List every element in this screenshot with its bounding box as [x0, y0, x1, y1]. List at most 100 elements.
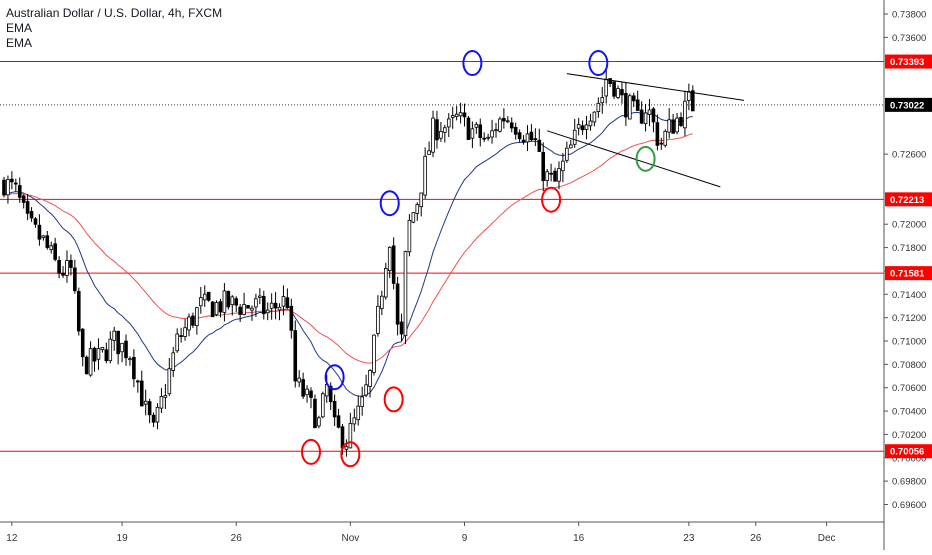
candle-body-down — [218, 301, 223, 313]
candle — [309, 387, 313, 409]
candle — [21, 194, 26, 209]
candle-body-down — [513, 126, 518, 135]
candle-body-down — [529, 131, 534, 141]
candle — [250, 305, 254, 321]
candle — [242, 292, 246, 316]
candle — [230, 295, 235, 316]
candle — [494, 122, 498, 138]
candle-body-up — [250, 307, 254, 311]
candle-body-down — [313, 398, 317, 429]
candle — [675, 112, 679, 135]
candle — [482, 132, 486, 142]
candle-body-down — [124, 340, 128, 359]
candle-body-down — [238, 306, 242, 315]
candle — [136, 379, 140, 393]
candle-body-down — [17, 185, 22, 198]
candle — [265, 302, 270, 321]
candle-body-down — [61, 272, 65, 276]
candle — [261, 290, 266, 320]
candle — [568, 139, 573, 149]
candle — [364, 374, 368, 398]
level-price-tag — [885, 192, 932, 207]
candle — [175, 328, 179, 353]
chart-legend: Australian Dollar / U.S. Dollar, 4h, FXC… — [6, 6, 222, 51]
candle-body-up — [557, 168, 561, 182]
candle-body-up — [474, 123, 479, 128]
candle — [100, 347, 105, 353]
candle — [502, 108, 506, 129]
price-tick-label: 0.73800 — [892, 10, 926, 21]
candle — [407, 214, 412, 257]
green-circle-marker — [635, 145, 656, 172]
ema-indicator-label-1[interactable]: EMA — [6, 21, 33, 35]
candle-body-up — [265, 309, 270, 314]
candle — [206, 291, 211, 302]
candle-body-up — [561, 160, 565, 172]
symbol-title[interactable]: Australian Dollar / U.S. Dollar, 4h, FXC… — [6, 6, 223, 20]
candle-body-down — [549, 172, 553, 175]
blue-circle-marker — [588, 50, 609, 77]
candle-body-down — [147, 401, 152, 416]
candle-body-down — [261, 296, 266, 315]
candle — [596, 97, 601, 118]
blue-circle-marker — [324, 364, 345, 391]
ema-indicator-label-2[interactable]: EMA — [6, 36, 33, 50]
candle — [639, 101, 644, 125]
candle-body-down — [541, 151, 546, 182]
candle-body-down — [309, 390, 313, 398]
candle — [549, 163, 553, 182]
candle — [486, 133, 490, 141]
candle-body-down — [45, 235, 50, 248]
candle-body-up — [120, 342, 124, 353]
candle-body-up — [486, 136, 490, 139]
candle-body-up — [65, 260, 69, 276]
candle — [159, 387, 164, 414]
candle-body-up — [407, 220, 412, 253]
candle — [403, 250, 408, 345]
time-axis[interactable]: 12 19 26 Nov 9 16 23 26 Dec — [0, 521, 884, 544]
candle-body-up — [443, 127, 447, 133]
level-price-label: 0.72213 — [890, 195, 924, 206]
candle-body-down — [273, 302, 278, 309]
annotation-circles — [301, 50, 656, 468]
candle-body-up — [431, 117, 435, 153]
ema-lines — [3, 111, 693, 397]
candle-body-up — [360, 396, 364, 407]
level-price-tag — [885, 444, 932, 459]
level-price-label: 0.70056 — [890, 447, 924, 458]
candle — [254, 293, 258, 317]
candle-body-up — [269, 302, 274, 309]
candle-body-up — [446, 118, 451, 128]
candle — [415, 202, 420, 221]
candle — [108, 331, 113, 364]
price-axis[interactable]: 0.738000.736000.726000.720000.718000.716… — [883, 0, 932, 550]
candle — [663, 129, 668, 148]
candle-body-up — [305, 388, 309, 396]
candle — [14, 178, 18, 192]
candle — [635, 90, 640, 111]
candle — [565, 141, 569, 163]
candle-body-up — [604, 78, 609, 97]
candle-body-down — [635, 99, 640, 111]
candle — [620, 82, 624, 104]
candle — [187, 313, 191, 337]
candle — [509, 117, 514, 133]
red-circle-marker — [541, 186, 562, 213]
candle-body-down — [639, 109, 644, 124]
candle — [667, 108, 671, 139]
candle — [313, 394, 317, 429]
candle-body-up — [600, 97, 605, 104]
candle — [478, 118, 483, 147]
candle — [116, 330, 120, 365]
candle — [439, 121, 443, 142]
candle — [395, 276, 400, 336]
candle-body-up — [490, 130, 494, 138]
candle-body-up — [175, 333, 179, 352]
candle — [443, 124, 447, 143]
candle-body-down — [226, 290, 231, 308]
candle — [513, 122, 518, 140]
candle-body-up — [163, 395, 168, 398]
